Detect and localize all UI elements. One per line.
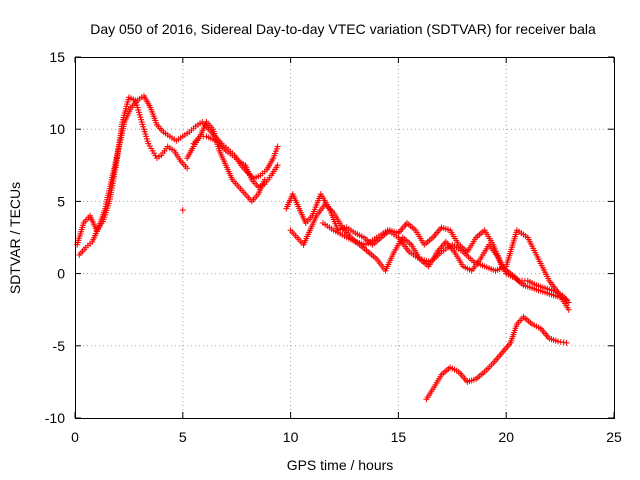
data-point	[563, 339, 570, 346]
y-tick-label: 5	[57, 193, 65, 209]
y-tick-labels: -10 -5 0 5 10 15	[45, 49, 65, 426]
x-tick-label: 25	[606, 429, 622, 445]
y-tick-label: 15	[49, 49, 65, 65]
data-point	[274, 143, 281, 150]
y-tick-label: 10	[49, 121, 65, 137]
data-point	[184, 165, 191, 172]
plot-frame	[75, 57, 615, 419]
data-points	[74, 92, 572, 403]
y-axis-label: SDTVAR / TECUs	[7, 182, 23, 294]
y-tick-label: 0	[57, 266, 65, 282]
axis-ticks	[74, 56, 615, 419]
data-point	[274, 162, 281, 169]
x-tick-label: 15	[391, 429, 407, 445]
data-point	[179, 207, 186, 214]
x-tick-label: 0	[71, 429, 79, 445]
data-point	[565, 306, 572, 313]
x-tick-label: 20	[498, 429, 514, 445]
x-tick-label: 10	[283, 429, 299, 445]
y-tick-label: -5	[53, 338, 66, 354]
chart-title: Day 050 of 2016, Sidereal Day-to-day VTE…	[90, 21, 596, 37]
y-tick-label: -10	[45, 410, 65, 426]
x-tick-labels: 0 5 10 15 20 25	[71, 429, 622, 445]
x-tick-label: 5	[179, 429, 187, 445]
x-axis-label: GPS time / hours	[287, 457, 394, 473]
